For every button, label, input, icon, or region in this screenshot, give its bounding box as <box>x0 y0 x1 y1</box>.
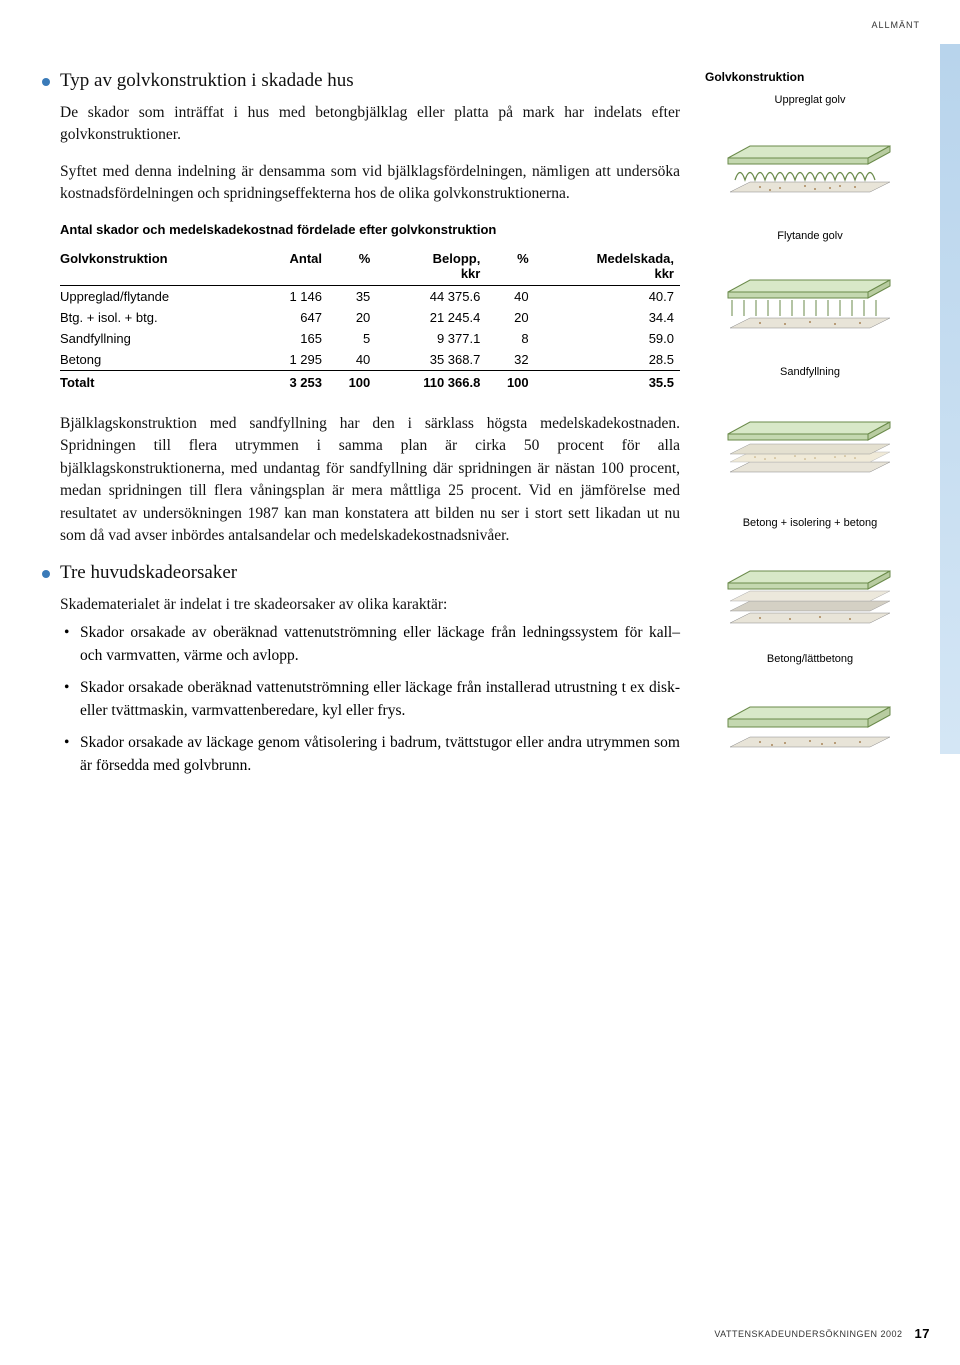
table-title: Antal skador och medelskadekostnad förde… <box>60 222 680 237</box>
table-cell: Totalt <box>60 370 261 393</box>
diagram-betong-lattbetong <box>720 669 900 759</box>
data-table-wrap: Antal skador och medelskadekostnad förde… <box>60 222 680 393</box>
table-cell: 3 253 <box>261 370 328 393</box>
table-cell: 647 <box>261 307 328 328</box>
table-cell: 59.0 <box>535 328 680 349</box>
table-cell: 110 366.8 <box>376 370 486 393</box>
table-cell: Betong <box>60 349 261 371</box>
table-cell: 34.4 <box>535 307 680 328</box>
table-header: % <box>486 247 534 286</box>
footer: VATTENSKADEUNDERSÖKNINGEN 2002 17 <box>714 1326 930 1341</box>
table-cell: 8 <box>486 328 534 349</box>
table-cell: 5 <box>328 328 376 349</box>
table-cell: 40.7 <box>535 285 680 307</box>
diagram-label: Betong/lättbetong <box>705 653 915 665</box>
section-title-golvkonstruktion: Typ av golvkonstruktion i skadade hus <box>60 70 680 92</box>
table-cell: Uppreglad/flytande <box>60 285 261 307</box>
table-cell: 40 <box>486 285 534 307</box>
diagram-flytande <box>720 246 900 336</box>
table-cell: 28.5 <box>535 349 680 371</box>
table-cell: 40 <box>328 349 376 371</box>
table-cell: 100 <box>486 370 534 393</box>
body-paragraph: Bjälklagskonstruktion med sandfyllning h… <box>60 413 680 548</box>
body-paragraph: De skador som inträffat i hus med betong… <box>60 102 680 147</box>
table-header: % <box>328 247 376 286</box>
table-cell: 35 <box>328 285 376 307</box>
header-category: ALLMÄNT <box>60 20 930 30</box>
sidebar-heading: Golvkonstruktion <box>705 70 915 84</box>
table-cell: 21 245.4 <box>376 307 486 328</box>
table-row: Sandfyllning16559 377.1859.0 <box>60 328 680 349</box>
table-cell: 20 <box>328 307 376 328</box>
table-header: Golvkonstruktion <box>60 247 261 286</box>
page-number: 17 <box>915 1326 930 1341</box>
footer-text: VATTENSKADEUNDERSÖKNINGEN 2002 <box>714 1329 902 1339</box>
table-cell: 9 377.1 <box>376 328 486 349</box>
table-row: Uppreglad/flytande1 1463544 375.64040.7 <box>60 285 680 307</box>
table-cell: 20 <box>486 307 534 328</box>
table-header: Antal <box>261 247 328 286</box>
diagram-label: Betong + isolering + betong <box>705 517 915 529</box>
diagram-label: Sandfyllning <box>705 366 915 378</box>
diagram-betong-isolering <box>720 533 900 623</box>
diagram-uppreglat <box>720 110 900 200</box>
table-cell: 165 <box>261 328 328 349</box>
table-cell: 32 <box>486 349 534 371</box>
diagram-sandfyllning <box>720 382 900 472</box>
table-row: Btg. + isol. + btg.6472021 245.42034.4 <box>60 307 680 328</box>
body-paragraph: Syftet med denna indelning är densamma s… <box>60 161 680 206</box>
table-cell: 35.5 <box>535 370 680 393</box>
table-cell: Btg. + isol. + btg. <box>60 307 261 328</box>
diagram-label: Uppreglat golv <box>705 94 915 106</box>
diagram-label: Flytande golv <box>705 230 915 242</box>
table-cell: 44 375.6 <box>376 285 486 307</box>
list-item: Skador orsakade av läckage genom våtisol… <box>80 732 680 777</box>
table-cell: 35 368.7 <box>376 349 486 371</box>
damage-cost-table: Golvkonstruktion Antal % Belopp,kkr % Me… <box>60 247 680 393</box>
table-cell: Sandfyllning <box>60 328 261 349</box>
body-paragraph: Skadematerialet är indelat i tre skadeor… <box>60 594 680 616</box>
list-item: Skador orsakade oberäknad vattenutströmn… <box>80 677 680 722</box>
table-header: Belopp,kkr <box>376 247 486 286</box>
section-title-skadeorsaker: Tre huvudskadeorsaker <box>60 562 680 584</box>
table-cell: 1 295 <box>261 349 328 371</box>
table-row-total: Totalt3 253100110 366.810035.5 <box>60 370 680 393</box>
cause-list: Skador orsakade av oberäknad vattenutstr… <box>60 622 680 777</box>
list-item: Skador orsakade av oberäknad vattenutstr… <box>80 622 680 667</box>
table-cell: 1 146 <box>261 285 328 307</box>
table-row: Betong1 2954035 368.73228.5 <box>60 349 680 371</box>
table-header: Medelskada,kkr <box>535 247 680 286</box>
table-cell: 100 <box>328 370 376 393</box>
